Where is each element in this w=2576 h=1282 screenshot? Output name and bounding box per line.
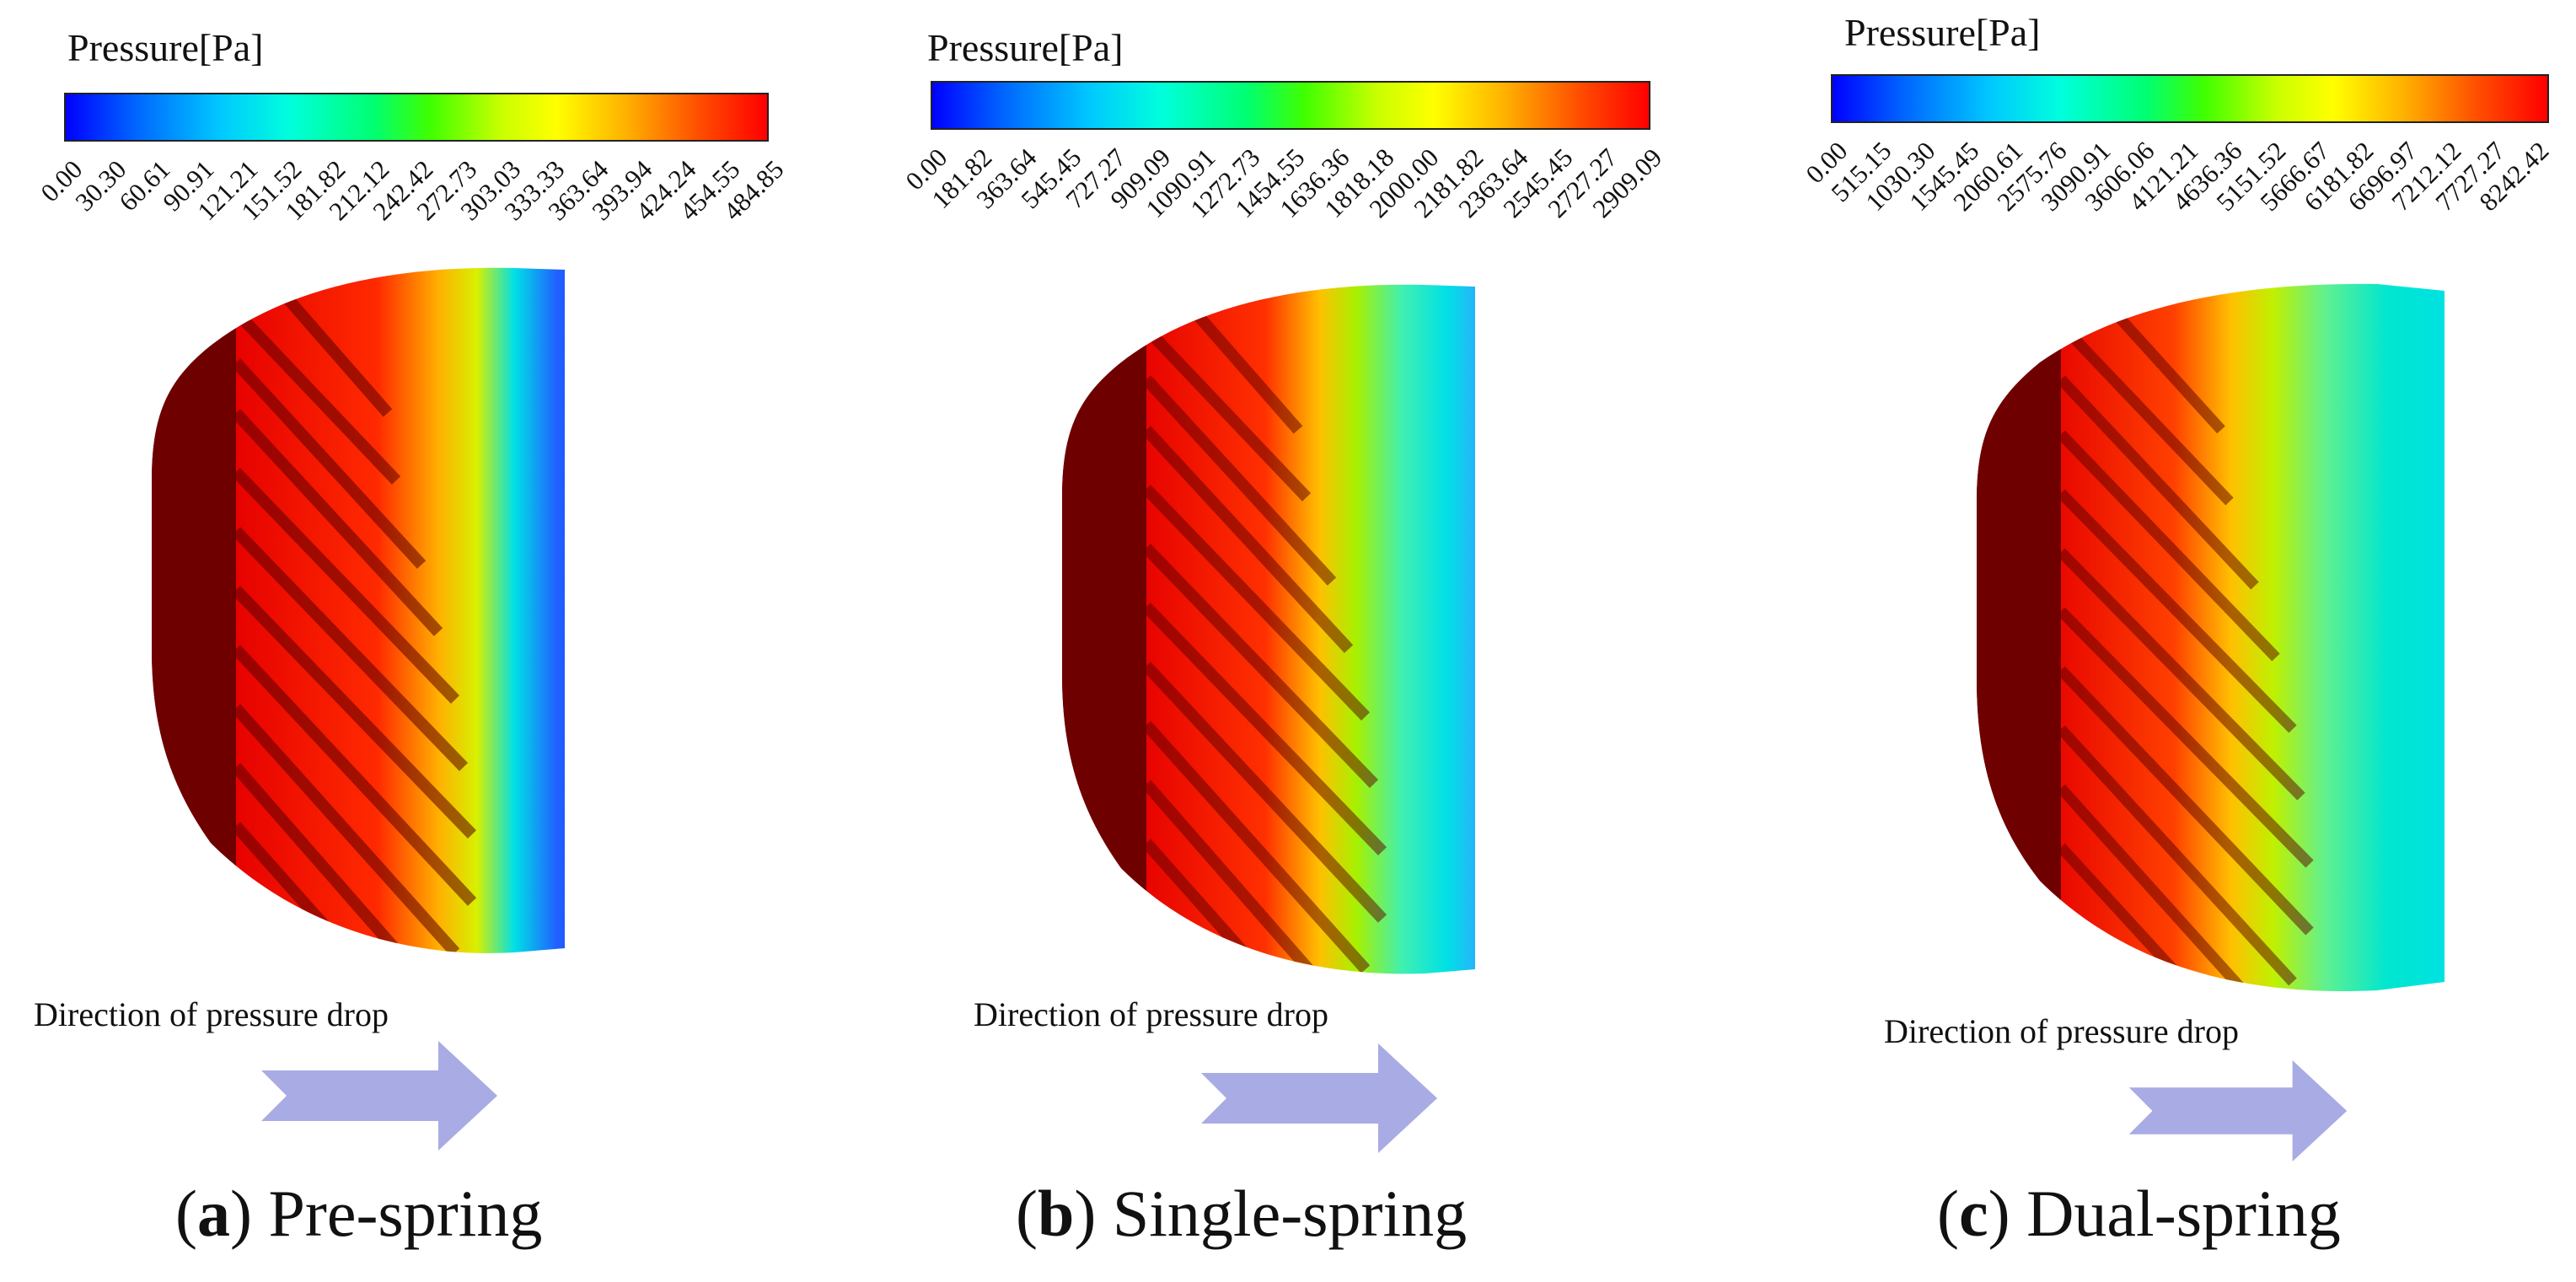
caption-letter: a [196, 1177, 230, 1250]
caption-letter: b [1037, 1177, 1075, 1250]
pressure-drop-arrow-icon [2128, 1060, 2348, 1161]
caption-text: Dual-spring [2026, 1177, 2341, 1250]
direction-label: Direction of pressure drop [34, 995, 389, 1033]
caption-letter: c [1958, 1177, 1988, 1250]
colorbar-tick: 30.30 [69, 154, 132, 217]
pressure-colorbar [64, 93, 769, 142]
pressure-drop-arrow-icon [1201, 1043, 1437, 1153]
caption-text: Single-spring [1112, 1177, 1468, 1250]
colorbar-tick: 60.61 [113, 154, 176, 217]
legend-title: Pressure[Pa] [67, 26, 264, 69]
direction-label: Direction of pressure drop [974, 995, 1328, 1033]
caption-text: Pre-spring [268, 1177, 543, 1250]
legend-title: Pressure[Pa] [927, 26, 1124, 69]
legend-title: Pressure[Pa] [1844, 11, 2041, 54]
pressure-contour-plot [152, 267, 565, 953]
caption: (b) Single-spring [1016, 1177, 1468, 1250]
pressure-contour-plot [1062, 284, 1475, 974]
caption: (c) Dual-spring [1937, 1177, 2341, 1250]
caption: (a) Pre-spring [175, 1177, 543, 1250]
pressure-contour-plot [1977, 283, 2445, 992]
pressure-drop-arrow-icon [261, 1041, 497, 1151]
pressure-colorbar [931, 81, 1650, 130]
pressure-colorbar [1831, 74, 2549, 123]
direction-label: Direction of pressure drop [1884, 1012, 2239, 1050]
